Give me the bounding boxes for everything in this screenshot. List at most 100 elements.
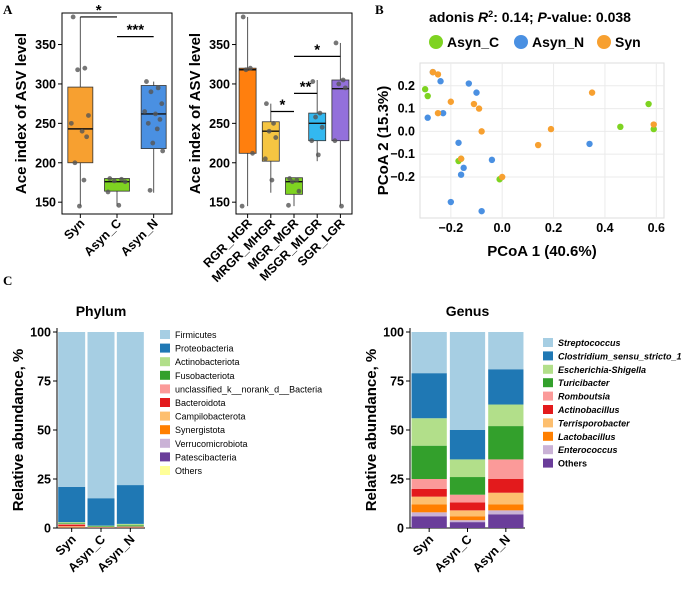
y-tick-label: 350 — [209, 38, 230, 52]
point-Syn — [547, 125, 555, 133]
x-axis-title: PCoA 1 (40.6%) — [487, 243, 596, 260]
legend-dot-Syn — [597, 35, 611, 49]
legend-label: Bacteroidota — [175, 398, 226, 408]
data-point — [339, 203, 344, 209]
x-tick-label: Syn — [410, 532, 436, 558]
legend-swatch-Others — [160, 466, 170, 475]
bar-segment-Enterococcus — [449, 520, 486, 523]
x-tick-label: Asyn_N — [470, 532, 513, 575]
legend-swatch-Turicibacter — [543, 378, 553, 388]
bar-segment-Proteobacteria — [116, 485, 144, 524]
legend-label: Others — [175, 466, 203, 476]
bar-segment-Streptococcus — [449, 332, 486, 430]
bar-segment-unclassified_k__norank_d__Bacteria — [58, 524, 86, 525]
data-point — [250, 150, 255, 156]
panel-letter-c: C — [3, 273, 12, 288]
y-tick-label: 0 — [44, 522, 51, 536]
pcoa-title: adonis R2: 0.14; P-value: 0.038 — [429, 9, 631, 25]
legend-swatch-Others — [543, 458, 553, 468]
y-tick-label: 300 — [209, 77, 230, 91]
data-point — [286, 202, 291, 208]
bar-segment-Others — [488, 514, 524, 528]
box-SGR_LGR — [331, 79, 350, 142]
legend-label: Terrisporobacter — [558, 418, 630, 428]
y-tick-label: 0.0 — [398, 124, 415, 138]
y-tick-label: 150 — [209, 196, 230, 210]
legend-label: Streptococcus — [558, 338, 621, 348]
y-tick-label: −0.1 — [390, 147, 415, 161]
point-Asyn_N — [488, 156, 496, 164]
bar-segment-Romboutsia — [449, 494, 486, 503]
bar-segment-Proteobacteria — [58, 486, 86, 523]
data-point — [342, 85, 348, 91]
data-point — [264, 101, 269, 107]
data-point — [273, 135, 279, 140]
bar-segment-Others — [449, 522, 486, 528]
data-point — [294, 177, 300, 183]
data-point — [111, 178, 117, 184]
box-RGR_HGR — [238, 67, 257, 154]
legend-label: Proteobacteria — [175, 344, 234, 354]
legend-swatch-Bacteroidota — [160, 398, 170, 407]
x-tick-label: Asyn_C — [432, 532, 475, 575]
data-point — [148, 89, 154, 95]
point-Asyn_N — [455, 139, 462, 146]
y-tick-label: 50 — [390, 424, 404, 438]
bar-segment-Synergistota — [58, 526, 86, 528]
point-Asyn_N — [478, 207, 485, 215]
legend-dot-Asyn_N — [514, 35, 528, 49]
point-Syn — [434, 109, 442, 117]
data-point — [309, 138, 315, 144]
legend-label: Campilobacterota — [175, 412, 246, 422]
data-point — [154, 126, 160, 132]
bar-segment-Lactobacillus — [411, 504, 447, 513]
data-point — [160, 148, 166, 154]
bar-segment-Actinobacillus — [488, 479, 524, 493]
x-tick-label: 0.2 — [545, 221, 562, 235]
data-point — [72, 160, 78, 166]
data-point — [239, 203, 245, 209]
data-point — [142, 109, 148, 114]
data-point — [336, 81, 342, 87]
legend-label: Firmicutes — [175, 330, 217, 340]
point-Asyn_N — [457, 171, 465, 178]
legend-swatch-Fusobacteriota — [160, 370, 170, 380]
data-point — [86, 113, 91, 118]
data-point — [247, 65, 253, 71]
box-MSGR_MLGR — [308, 112, 327, 142]
bar-segment-Streptococcus — [488, 332, 524, 370]
legend-label: Patescibacteria — [175, 452, 237, 462]
point-Asyn_C — [421, 86, 429, 93]
data-point — [147, 187, 153, 193]
y-tick-label: 200 — [209, 156, 230, 170]
bar-segment-Actinobacteriota — [116, 523, 144, 526]
legend-label: unclassified_k__norank_d__Bacteria — [175, 384, 322, 394]
bar-segment-Enterococcus — [488, 510, 524, 515]
y-tick-label: 150 — [35, 196, 56, 210]
data-point — [145, 120, 151, 126]
point-Syn — [498, 173, 506, 181]
point-Asyn_C — [617, 123, 624, 131]
legend-label: Asyn_N — [532, 34, 584, 50]
significance-label: * — [314, 41, 320, 58]
x-tick-label: 0.0 — [493, 221, 510, 235]
data-point — [75, 67, 81, 73]
x-tick-label: Asyn_C — [81, 216, 124, 259]
y-tick-label: 100 — [383, 326, 404, 340]
bar-segment-Clostridium_sensu_stricto_1 — [488, 369, 524, 405]
significance-label: * — [279, 97, 285, 114]
bar-segment-Lactobacillus — [488, 504, 524, 511]
point-Syn — [475, 105, 483, 112]
point-Asyn_N — [439, 109, 447, 117]
bar-segment-Firmicutes — [87, 332, 115, 499]
data-point — [105, 189, 111, 195]
chart-title: Genus — [446, 303, 490, 319]
legend-swatch-Campilobacterota — [160, 411, 170, 421]
y-tick-label: −0.2 — [390, 170, 415, 184]
y-tick-label: 0.1 — [398, 102, 415, 116]
data-point — [150, 140, 156, 146]
bar-segment-Firmicutes — [116, 332, 144, 486]
